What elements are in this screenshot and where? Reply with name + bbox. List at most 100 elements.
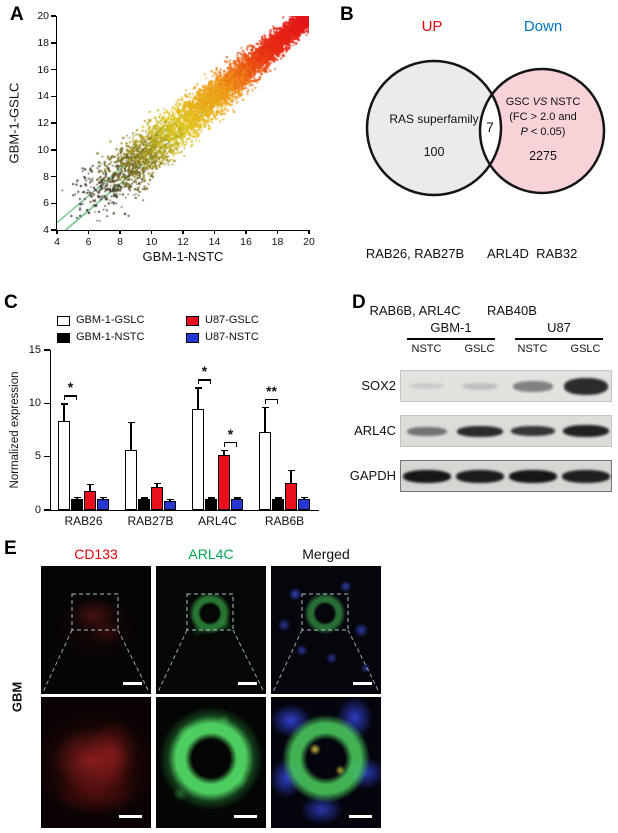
- blot-group-label-u87: U87: [547, 320, 571, 335]
- error-bar-cap: [287, 469, 295, 472]
- scatter-plot-frame: [55, 16, 309, 231]
- c-y-tick-mark: [43, 509, 50, 511]
- a-y-tick-mark: [50, 42, 56, 44]
- error-bar: [169, 499, 171, 501]
- panel-e-label: E: [4, 538, 17, 559]
- a-y-tick-mark: [50, 149, 56, 151]
- a-x-tick-label: 16: [240, 236, 252, 248]
- error-bar-cap: [86, 483, 94, 486]
- error-bar-cap: [233, 497, 241, 499]
- a-x-tick-mark: [150, 230, 153, 234]
- expression-bar: [272, 499, 284, 510]
- scale-bar: [238, 682, 257, 685]
- error-bar: [210, 498, 212, 500]
- zoom-region-indicator: [272, 593, 380, 693]
- venn-right-line3-p: P: [520, 126, 528, 138]
- down-gene-list: ARL4D RAB32 RAB40B: [487, 206, 612, 358]
- significance-bracket-tick: [265, 398, 267, 404]
- error-bar-cap: [140, 497, 148, 499]
- a-x-tick-label: 14: [208, 236, 221, 248]
- venn-right-circle: [480, 69, 604, 193]
- significance-bracket: [198, 379, 211, 381]
- up-gene-list: RAB26, RAB27B RAB6B, ARL4C: [346, 206, 484, 358]
- c-y-tick-label: 5: [34, 450, 41, 463]
- a-x-tick-mark: [87, 230, 90, 234]
- a-y-tick-label: 6: [43, 197, 49, 210]
- venn-right-line3: P < 0.05): [490, 126, 596, 138]
- a-x-tick-mark: [119, 230, 121, 234]
- panel-c-label: C: [4, 292, 18, 313]
- venn-right-line1-post: NSTC: [547, 96, 581, 108]
- protein-band: [455, 469, 504, 483]
- gbm-arl4c-overview-image: [156, 566, 266, 694]
- venn-overlap-count: 7: [486, 120, 494, 135]
- error-bar-cap: [207, 497, 215, 499]
- up-gene-list-line1: RAB26, RAB27B: [365, 246, 465, 261]
- error-bar: [130, 422, 132, 451]
- expression-bar: [97, 499, 109, 510]
- expression-bar: [164, 500, 176, 510]
- venn-right-line1-vs: VS: [532, 96, 548, 108]
- protein-band: [562, 425, 609, 437]
- protein-band: [563, 377, 608, 395]
- scale-bar: [353, 682, 372, 685]
- lane-label: NSTC: [411, 343, 442, 355]
- venn-diagram: [365, 59, 606, 197]
- c-y-tick-label: 0: [34, 503, 41, 516]
- lane-label: GSLC: [464, 343, 495, 355]
- scale-bar: [349, 815, 372, 818]
- c-y-tick-label: 10: [28, 396, 41, 409]
- a-x-tick-mark: [276, 230, 279, 234]
- bar-chart-frame: [50, 350, 319, 511]
- significance-bracket-tick: [75, 395, 77, 401]
- significance-stars: *: [227, 425, 234, 442]
- a-x-tick-label: 4: [54, 236, 60, 248]
- a-y-tick-mark: [50, 202, 56, 204]
- a-y-tick-label: 10: [37, 143, 49, 156]
- category-label: RAB27B: [127, 514, 174, 528]
- protein-band: [409, 383, 444, 389]
- gbm-merged-overview-image: [271, 566, 381, 694]
- a-y-tick-mark: [50, 122, 56, 124]
- blot-row-label-arl4c: ARL4C: [354, 423, 396, 438]
- error-bar: [290, 470, 292, 484]
- a-y-tick-mark: [50, 175, 56, 178]
- protein-band: [402, 469, 451, 483]
- column-header-arl4c: ARL4C: [188, 546, 234, 562]
- legend-label: U87-GSLC: [205, 314, 259, 326]
- legend-label: U87-NSTC: [205, 331, 259, 343]
- a-x-tick-mark: [245, 230, 247, 234]
- error-bar-cap: [300, 496, 308, 499]
- expression-bar: [285, 483, 297, 510]
- error-bar: [277, 498, 279, 500]
- a-y-tick-mark: [50, 95, 56, 97]
- venn-left-circle: [367, 61, 501, 195]
- a-y-tick-mark: [50, 68, 56, 71]
- venn-right-line3-rest: < 0.05): [527, 126, 566, 138]
- a-y-tick-mark: [50, 15, 56, 17]
- up-gene-list-line2: RAB6B, ARL4C: [369, 303, 461, 318]
- a-x-tick-label: 10: [145, 236, 158, 248]
- scatter-ylabel: GBM-1-GSLC: [6, 82, 22, 164]
- protein-band: [456, 425, 503, 437]
- down-gene-list-line2: RAB40B: [487, 303, 537, 318]
- error-bar: [89, 484, 91, 491]
- venn-right-line1: GSC VS NSTC: [490, 96, 596, 108]
- zoom-region-indicator: [157, 593, 265, 693]
- error-bar: [223, 450, 225, 455]
- a-x-tick-mark: [56, 230, 58, 234]
- significance-bracket: [265, 398, 278, 400]
- protein-band: [561, 469, 610, 483]
- a-y-tick-label: 4: [43, 224, 49, 236]
- expression-bar: [259, 432, 271, 510]
- significance-bracket-tick: [276, 398, 278, 404]
- significance-bracket-tick: [235, 441, 237, 447]
- significance-stars: **: [266, 382, 277, 399]
- a-x-tick-label: 8: [117, 236, 123, 248]
- error-bar-cap: [261, 406, 269, 409]
- error-bar-cap: [220, 449, 228, 452]
- expression-bar: [58, 421, 70, 510]
- protein-band: [461, 382, 498, 390]
- c-y-tick-mark: [43, 349, 50, 351]
